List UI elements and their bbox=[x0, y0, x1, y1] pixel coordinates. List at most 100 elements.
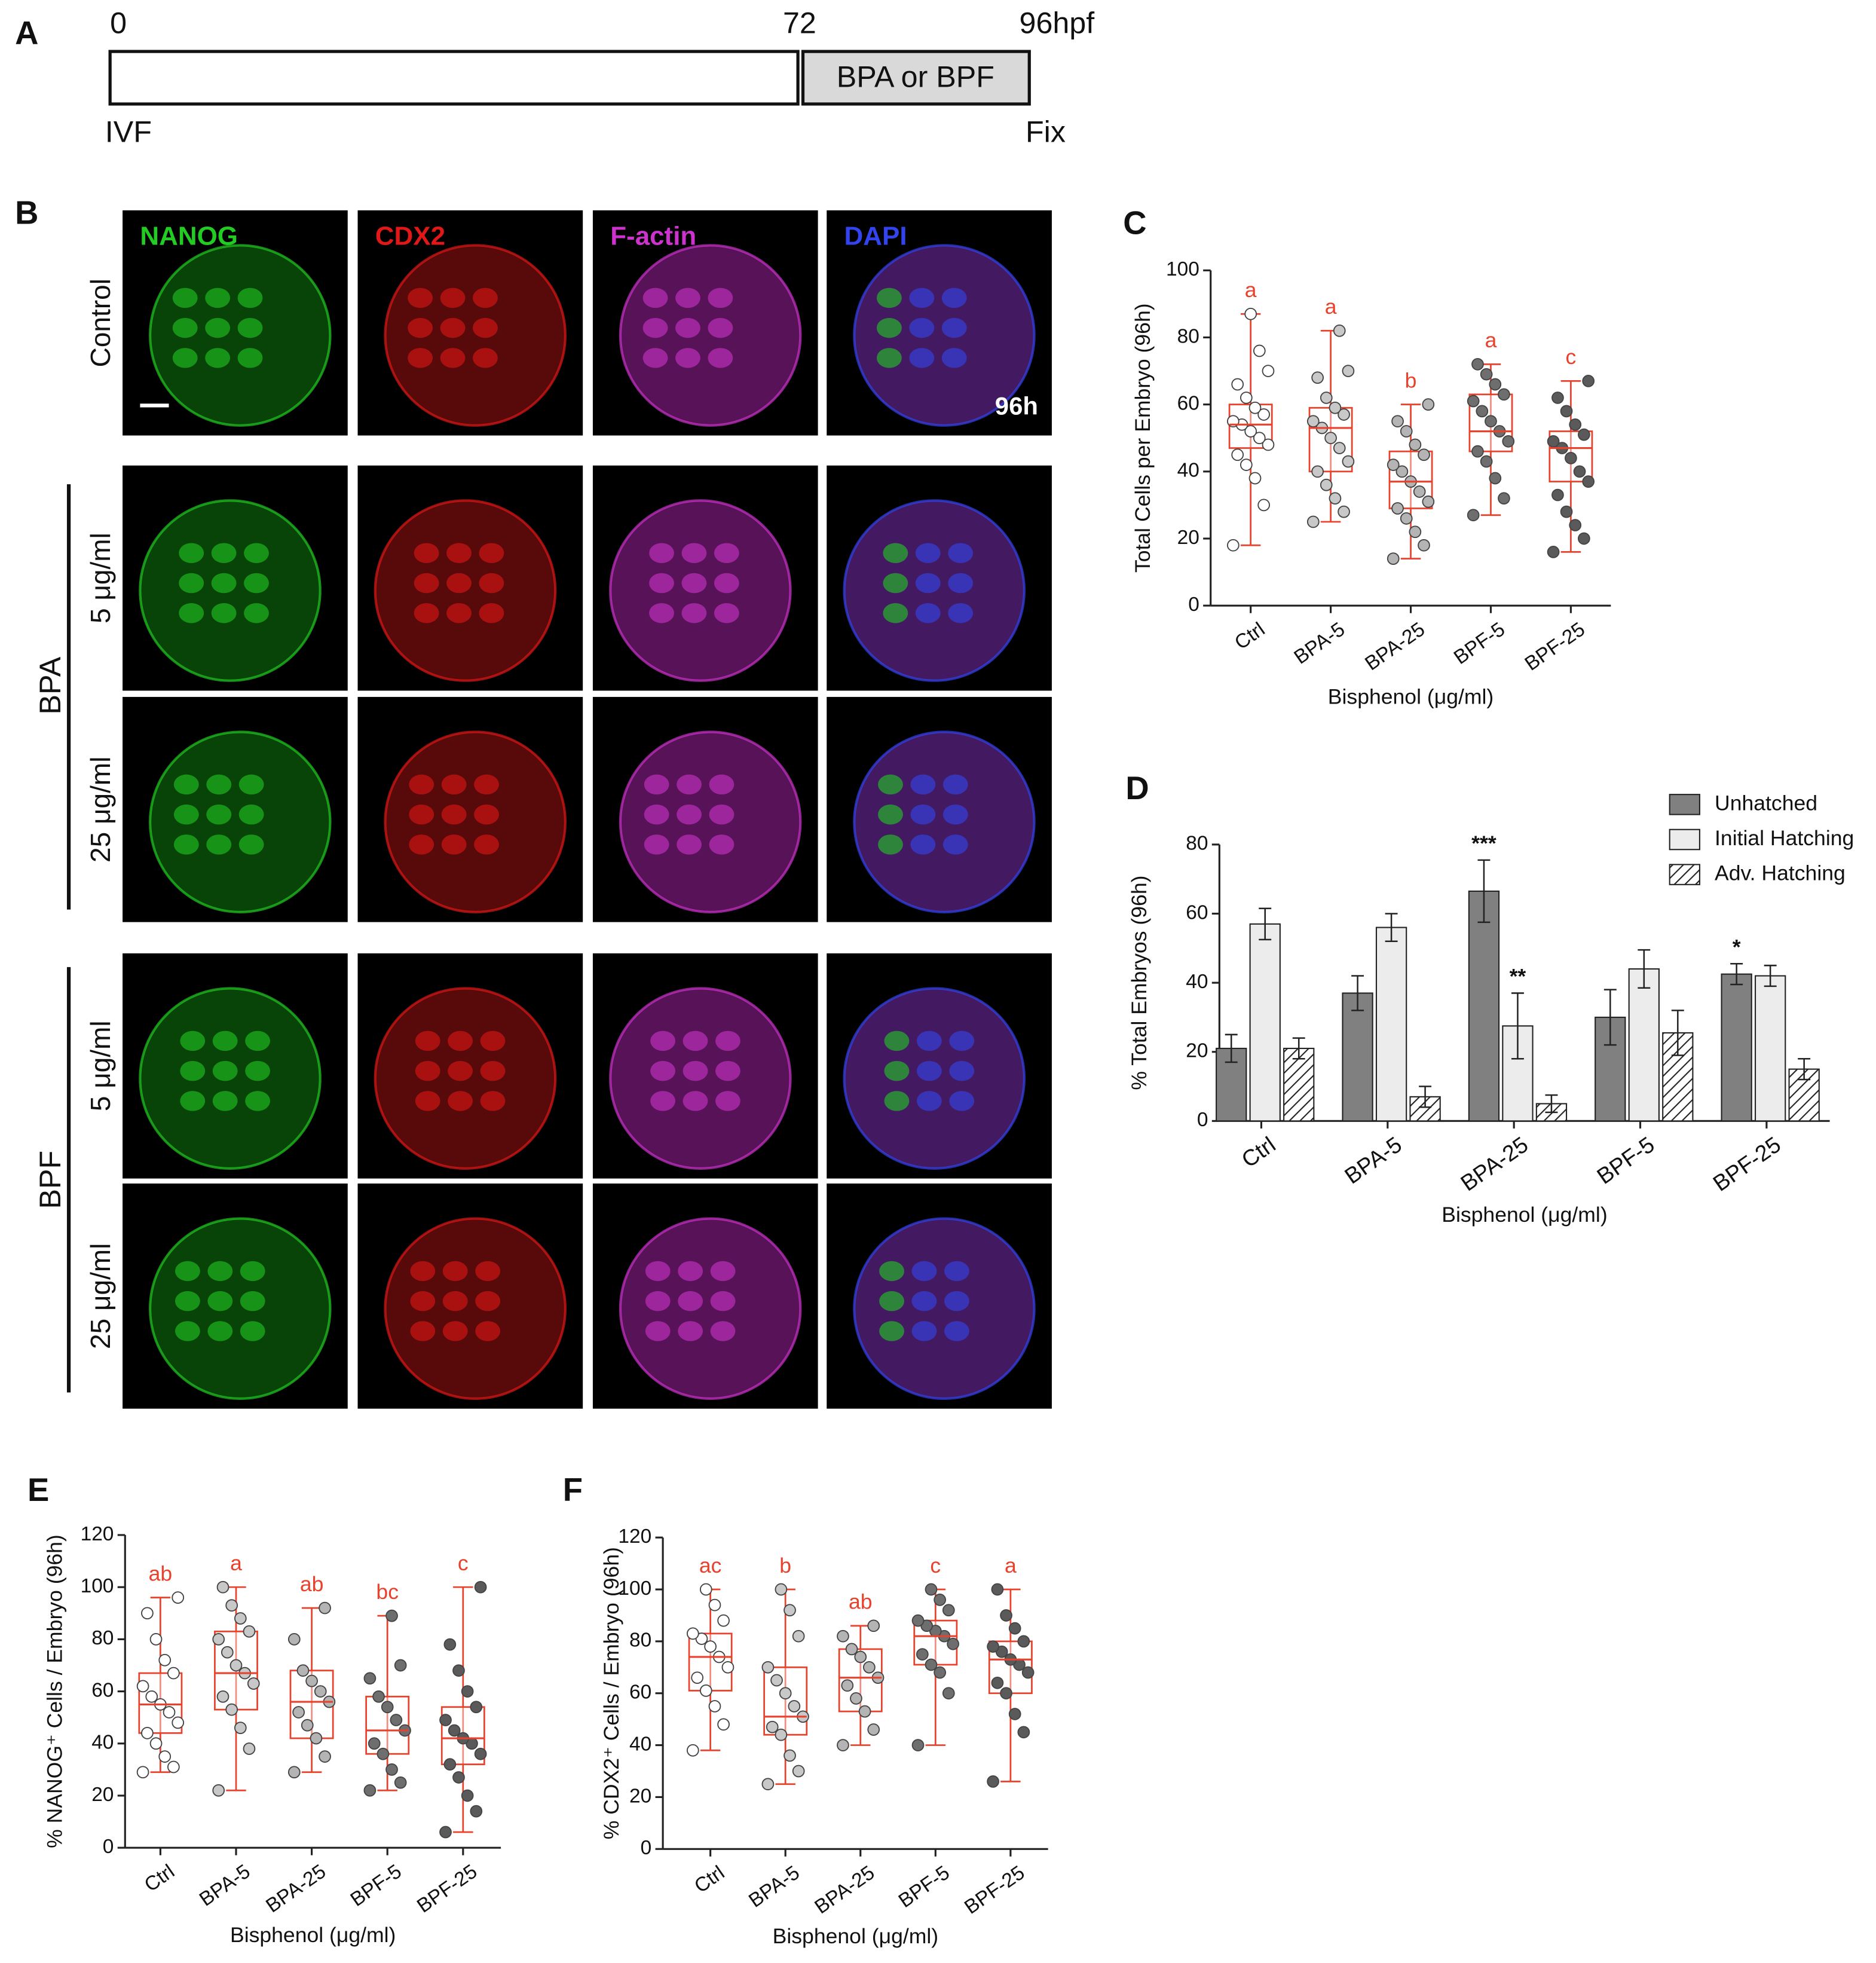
nucleus bbox=[708, 288, 733, 308]
y-tick-label: 100 bbox=[81, 1575, 114, 1597]
data-point bbox=[212, 1633, 225, 1646]
x-tick-label: BPF-25 bbox=[960, 1861, 1029, 1918]
legend-swatch bbox=[1669, 864, 1700, 885]
nucleus bbox=[408, 288, 433, 308]
group-letter: a bbox=[230, 1551, 242, 1575]
data-point bbox=[1395, 465, 1409, 478]
nucleus bbox=[650, 1091, 676, 1111]
nucleus bbox=[948, 573, 974, 594]
nucleus bbox=[448, 1060, 473, 1081]
data-point bbox=[1409, 438, 1422, 451]
nucleus bbox=[916, 1091, 942, 1111]
nucleus bbox=[883, 543, 908, 564]
data-point bbox=[1480, 455, 1493, 468]
nucleus bbox=[415, 1031, 440, 1051]
nucleus bbox=[715, 1091, 740, 1111]
channel-label: DAPI bbox=[844, 222, 907, 251]
data-point bbox=[287, 1633, 301, 1646]
data-point bbox=[784, 1749, 796, 1762]
treatment-label: BPA or BPF bbox=[837, 60, 994, 93]
nucleus bbox=[948, 543, 974, 564]
data-point bbox=[319, 1601, 331, 1615]
nucleus bbox=[944, 1321, 969, 1341]
nucleus bbox=[475, 1321, 501, 1341]
nucleus bbox=[180, 1091, 206, 1111]
nucleus bbox=[409, 774, 434, 795]
y-tick-label: 40 bbox=[1177, 460, 1199, 482]
nucleus bbox=[876, 317, 902, 338]
group-letter: ab bbox=[300, 1572, 324, 1596]
significance: *** bbox=[1471, 831, 1496, 855]
nucleus bbox=[915, 543, 941, 564]
data-point bbox=[942, 1604, 955, 1617]
data-point bbox=[216, 1580, 229, 1594]
data-point bbox=[474, 1580, 487, 1594]
nucleus bbox=[878, 834, 903, 855]
nucleus bbox=[473, 348, 498, 368]
nucleus bbox=[644, 804, 669, 825]
nucleus bbox=[414, 603, 439, 623]
nucleus bbox=[409, 834, 434, 855]
nucleus bbox=[175, 1291, 200, 1311]
x-tick-label: Ctrl bbox=[690, 1861, 729, 1897]
data-point bbox=[439, 1714, 452, 1726]
data-point bbox=[792, 1765, 805, 1778]
nucleus bbox=[909, 317, 935, 338]
nucleus bbox=[479, 573, 504, 594]
nucleus bbox=[675, 317, 700, 338]
embryo bbox=[149, 244, 332, 427]
nucleus bbox=[681, 543, 707, 564]
nucleus bbox=[205, 288, 231, 308]
data-point bbox=[363, 1672, 377, 1685]
nucleus bbox=[212, 1091, 238, 1111]
row-label: Control bbox=[85, 279, 116, 367]
embryo bbox=[384, 244, 567, 427]
data-point bbox=[141, 1607, 154, 1620]
data-point bbox=[1231, 378, 1244, 391]
nucleus bbox=[650, 1060, 676, 1081]
panel-label: B bbox=[15, 195, 38, 231]
nucleus bbox=[710, 1291, 736, 1311]
nucleus bbox=[884, 1031, 910, 1051]
data-point bbox=[167, 1760, 180, 1774]
nucleus bbox=[675, 288, 700, 308]
nucleus bbox=[474, 774, 499, 795]
y-tick-label: 60 bbox=[91, 1679, 114, 1701]
data-point bbox=[987, 1775, 999, 1788]
data-point bbox=[163, 1706, 176, 1719]
nucleus bbox=[876, 348, 902, 368]
y-tick-label: 80 bbox=[1177, 325, 1199, 347]
nucleus bbox=[675, 348, 700, 368]
data-point bbox=[863, 1661, 876, 1674]
data-point bbox=[1560, 405, 1573, 418]
nucleus bbox=[408, 348, 433, 368]
data-point bbox=[1240, 392, 1253, 404]
data-point bbox=[1320, 392, 1333, 404]
nucleus bbox=[911, 1321, 937, 1341]
data-point bbox=[1471, 357, 1484, 371]
nucleus bbox=[410, 1261, 436, 1282]
nucleus bbox=[942, 804, 968, 825]
data-point bbox=[1400, 512, 1413, 525]
data-point bbox=[1578, 428, 1590, 441]
nucleus bbox=[645, 1321, 671, 1341]
data-point bbox=[1253, 344, 1266, 357]
nucleus bbox=[944, 1291, 969, 1311]
group-label: BPF bbox=[33, 1151, 67, 1209]
bar bbox=[1468, 890, 1500, 1122]
nucleus bbox=[909, 348, 935, 368]
bar bbox=[1755, 975, 1786, 1122]
nucleus bbox=[211, 573, 237, 594]
data-point bbox=[1262, 438, 1275, 451]
data-point bbox=[305, 1674, 318, 1687]
nucleus bbox=[878, 774, 903, 795]
nucleus bbox=[474, 804, 499, 825]
panel-label: E bbox=[27, 1472, 49, 1508]
y-tick-label: 0 bbox=[1197, 1109, 1208, 1131]
x-tick-label: BPF-25 bbox=[413, 1860, 481, 1917]
data-point bbox=[314, 1685, 327, 1698]
nucleus bbox=[172, 348, 198, 368]
data-point bbox=[761, 1661, 775, 1674]
nucleus bbox=[240, 1321, 265, 1341]
nucleus bbox=[644, 774, 669, 795]
